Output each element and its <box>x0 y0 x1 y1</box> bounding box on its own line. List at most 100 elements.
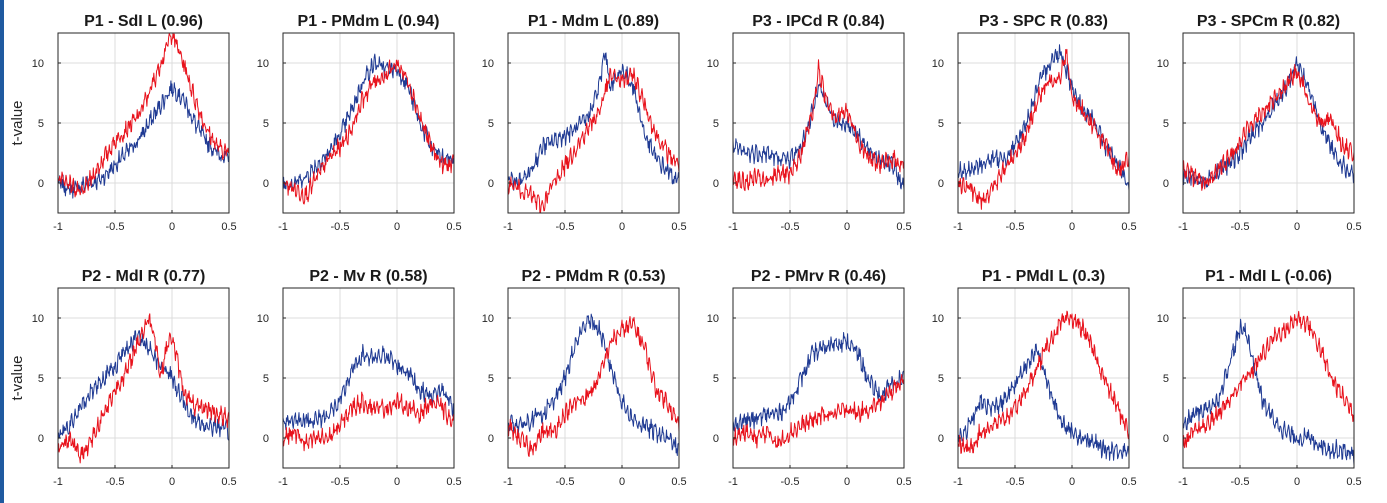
y-tick-label: 10 <box>932 313 944 325</box>
subplot-12: -1 -0.5 0 0.5 0 5 10 P1 - MdI L (-0.06) <box>1157 268 1362 488</box>
y-tick-label: 0 <box>38 433 44 445</box>
subplot-3: -1 -0.5 0 0.5 0 5 10 P1 - Mdm L (0.89) <box>482 13 687 233</box>
x-tick-label: 0 <box>1294 221 1300 233</box>
y-tick-label: 5 <box>713 373 719 385</box>
subplot-title: P2 - PMdm R (0.53) <box>521 268 665 285</box>
y-tick-label: 5 <box>488 118 494 130</box>
blue-series-line <box>1182 318 1355 466</box>
y-tick-label: 5 <box>38 373 44 385</box>
blue-series-line <box>507 313 680 456</box>
x-tick-label: -0.5 <box>106 221 125 233</box>
x-tick-label: 0.5 <box>671 221 686 233</box>
blue-series-line <box>282 53 455 190</box>
subplot-8: -1 -0.5 0 0.5 0 5 10 P2 - Mv R (0.58) <box>257 268 462 488</box>
blue-series-line <box>957 343 1130 461</box>
y-tick-label: 0 <box>1163 178 1169 190</box>
y-tick-label: 0 <box>938 433 944 445</box>
x-tick-label: -1 <box>953 221 963 233</box>
blue-series-line <box>57 330 230 441</box>
x-tick-label: -0.5 <box>106 476 125 488</box>
y-tick-label: 5 <box>38 118 44 130</box>
subplot-title: P1 - Mdm L (0.89) <box>528 13 659 30</box>
y-tick-label: 0 <box>713 178 719 190</box>
left-edge-stripe <box>0 0 4 503</box>
blue-series-line <box>282 343 455 431</box>
x-tick-label: -0.5 <box>1231 476 1250 488</box>
x-tick-label: 0 <box>394 476 400 488</box>
x-tick-label: 0.5 <box>1346 221 1361 233</box>
blue-series-line <box>732 82 905 190</box>
red-series-line <box>732 374 905 449</box>
subplot-7: -1 -0.5 0 0.5 0 5 10 P2 - MdI R (0.77) <box>32 268 237 488</box>
y-tick-label: 5 <box>488 373 494 385</box>
red-series-line <box>1182 310 1355 449</box>
y-tick-label: 10 <box>1157 58 1169 70</box>
y-tick-label: 5 <box>1163 118 1169 130</box>
x-tick-label: 0 <box>1294 476 1300 488</box>
x-tick-label: 0 <box>619 476 625 488</box>
x-tick-label: -1 <box>53 476 63 488</box>
red-series-line <box>1182 64 1355 191</box>
x-tick-label: -1 <box>278 476 288 488</box>
subplot-title: P1 - SdI L (0.96) <box>84 13 203 30</box>
x-tick-label: 0.5 <box>221 476 236 488</box>
x-tick-label: -1 <box>1178 476 1188 488</box>
blue-series-line <box>1182 56 1355 189</box>
subplot-title: P2 - MdI R (0.77) <box>82 268 206 285</box>
x-tick-label: 0.5 <box>1121 476 1136 488</box>
y-tick-label: 0 <box>263 433 269 445</box>
x-tick-label: -1 <box>728 476 738 488</box>
subplot-6: -1 -0.5 0 0.5 0 5 10 P3 - SPCm R (0.82) <box>1157 13 1362 233</box>
red-series-line <box>282 391 455 452</box>
subplot-9: -1 -0.5 0 0.5 0 5 10 P2 - PMdm R (0.53) <box>482 268 687 488</box>
y-tick-label: 10 <box>32 58 44 70</box>
subplot-5: -1 -0.5 0 0.5 0 5 10 P3 - SPC R (0.83) <box>932 13 1137 233</box>
x-tick-label: -1 <box>278 221 288 233</box>
x-tick-label: -0.5 <box>781 476 800 488</box>
subplot-title: P1 - PMdI L (0.3) <box>982 268 1105 285</box>
y-tick-label: 0 <box>38 178 44 190</box>
subplot-title: P3 - SPCm R (0.82) <box>1197 13 1340 30</box>
x-tick-label: -1 <box>53 221 63 233</box>
subplot-title: P3 - SPC R (0.83) <box>979 13 1108 30</box>
y-tick-label: 10 <box>1157 313 1169 325</box>
y-tick-label: 10 <box>257 313 269 325</box>
x-tick-label: -1 <box>503 476 513 488</box>
subplot-2: -1 -0.5 0 0.5 0 5 10 P1 - PMdm L (0.94) <box>257 13 462 233</box>
y-axis-label: t-value <box>9 100 26 145</box>
x-tick-label: 0 <box>1069 221 1075 233</box>
x-tick-label: 0.5 <box>1121 221 1136 233</box>
subplot-10: -1 -0.5 0 0.5 0 5 10 P2 - PMrv R (0.46) <box>707 268 912 488</box>
blue-series-line <box>957 44 1130 191</box>
y-tick-label: 5 <box>263 118 269 130</box>
subplot-title: P3 - IPCd R (0.84) <box>752 13 884 30</box>
x-tick-label: -1 <box>728 221 738 233</box>
x-tick-label: 0.5 <box>896 476 911 488</box>
y-tick-label: 0 <box>488 178 494 190</box>
red-series-line <box>957 48 1130 210</box>
x-tick-label: -1 <box>953 476 963 488</box>
red-series-line <box>957 310 1130 454</box>
blue-series-line <box>732 332 905 434</box>
blue-series-line <box>57 80 230 199</box>
subplot-title: P2 - Mv R (0.58) <box>309 268 427 285</box>
subplot-title: P2 - PMrv R (0.46) <box>751 268 886 285</box>
x-tick-label: -0.5 <box>556 476 575 488</box>
y-tick-label: 5 <box>938 373 944 385</box>
x-tick-label: 0 <box>394 221 400 233</box>
y-tick-label: 10 <box>932 58 944 70</box>
x-tick-label: -0.5 <box>556 221 575 233</box>
red-series-line <box>732 59 905 192</box>
subplot-1: -1 -0.5 0 0.5 0 5 10 P1 - SdI L (0.96) <box>32 13 237 233</box>
x-tick-label: 0 <box>169 221 175 233</box>
red-series-line <box>57 313 230 464</box>
blue-series-line <box>507 52 680 191</box>
y-tick-label: 0 <box>1163 433 1169 445</box>
x-tick-label: -0.5 <box>781 221 800 233</box>
y-tick-label: 10 <box>257 58 269 70</box>
y-tick-label: 0 <box>938 178 944 190</box>
x-tick-label: 0.5 <box>446 476 461 488</box>
y-tick-label: 5 <box>938 118 944 130</box>
x-tick-label: 0 <box>844 221 850 233</box>
